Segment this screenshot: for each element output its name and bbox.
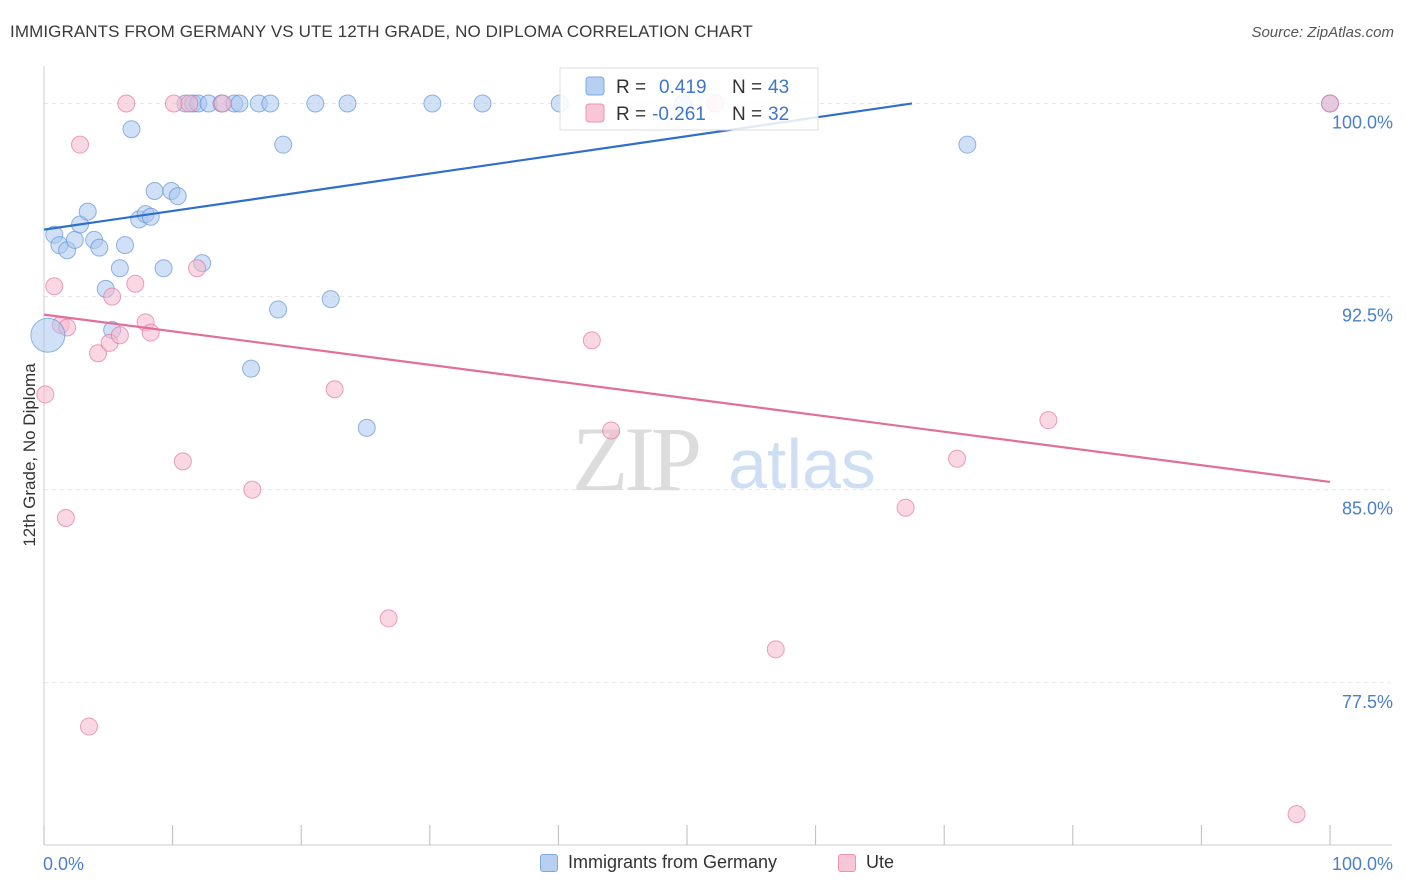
data-point-ute [188,259,207,278]
legend-swatch-ute [838,853,856,872]
data-point-ute [1039,411,1058,430]
data-point-germany [30,317,66,353]
data-point-ute [126,274,145,293]
data-point-germany [65,230,84,249]
data-point-germany [141,207,160,226]
chart-title: IMMIGRANTS FROM GERMANY VS UTE 12TH GRAD… [10,22,753,41]
stats-r-label: R = [616,104,646,125]
stats-r-value: 0.419 [659,77,707,98]
gridlines [44,102,1390,684]
legend-item-germany[interactable]: Immigrants from Germany [540,852,777,873]
data-point-germany [230,94,249,113]
stats-n-label: N = [732,104,762,125]
data-point-ute [173,452,192,471]
axes [43,66,1392,846]
stats-swatch-ute [585,103,605,123]
x-tick-labels: 0.0% 100.0% [43,854,1393,874]
stats-n-value: 32 [768,104,789,125]
data-point-ute [896,498,915,517]
data-point-germany [958,135,977,154]
data-point-ute [379,609,398,628]
data-point-ute [1321,94,1339,113]
data-point-ute [1287,805,1306,824]
stats-n-value: 43 [768,77,789,98]
y-tick-label: 85.0% [1342,499,1393,519]
data-point-germany [274,135,293,154]
stats-r-label: R = [616,77,646,98]
watermark: ZIP atlas [572,408,876,510]
data-point-ute [103,287,122,306]
data-point-ute [80,717,99,736]
data-point-germany [321,290,340,309]
legend-swatch-germany [540,853,558,872]
source-credit: Source: ZipAtlas.com [1251,24,1394,41]
legend-item-ute[interactable]: Ute [838,852,894,873]
data-point-ute [325,380,344,399]
data-point-ute [948,449,967,468]
stats-r-value: -0.261 [652,104,706,125]
data-point-ute [164,94,183,113]
y-tick-label: 100.0% [1332,112,1393,132]
legend-label-germany: Immigrants from Germany [568,852,778,872]
trend-line-ute [43,313,1331,484]
watermark-zip: ZIP [572,408,699,510]
data-point-germany [261,94,280,113]
data-point-germany [122,120,141,139]
data-point-germany [90,238,109,257]
y-tick-label: 92.5% [1342,306,1393,326]
watermark-atlas: atlas [728,425,876,503]
data-point-ute [243,480,262,499]
stats-swatch-germany [585,76,605,96]
data-point-germany [242,359,261,378]
data-point-ute [213,94,232,113]
data-point-ute [766,640,785,659]
data-point-germany [110,259,129,278]
legend-label-ute: Ute [866,852,895,872]
data-point-germany [269,300,288,319]
data-point-germany [168,187,187,206]
y-tick-labels: 77.5% 85.0% 92.5% 100.0% [1332,112,1393,711]
data-point-germany [78,202,97,221]
data-point-ute [56,509,75,528]
data-point-ute [110,326,129,345]
data-point-germany [357,418,376,437]
data-point-ute [180,94,199,113]
data-point-germany [116,236,135,255]
data-point-ute [45,277,64,296]
x-tick-label: 0.0% [43,854,84,874]
stats-n-label: N = [732,77,762,98]
data-point-germany [154,259,173,278]
data-point-ute [36,385,55,404]
data-point-ute [117,94,136,113]
data-point-germany [145,182,164,201]
data-point-germany [423,94,442,113]
x-tick-label: 100.0% [1332,854,1393,874]
data-point-ute [602,421,621,440]
data-point-germany [306,94,325,113]
y-axis-label: 12th Grade, No Diploma [20,363,39,547]
data-point-ute [71,135,90,154]
data-point-ute [89,344,108,363]
data-point-germany [338,94,357,113]
y-tick-label: 77.5% [1342,692,1393,712]
stats-legend: R = 0.419 N = 43 R = -0.261 N = 32 [559,67,819,131]
data-point-germany [473,94,492,113]
data-point-ute [582,331,601,350]
